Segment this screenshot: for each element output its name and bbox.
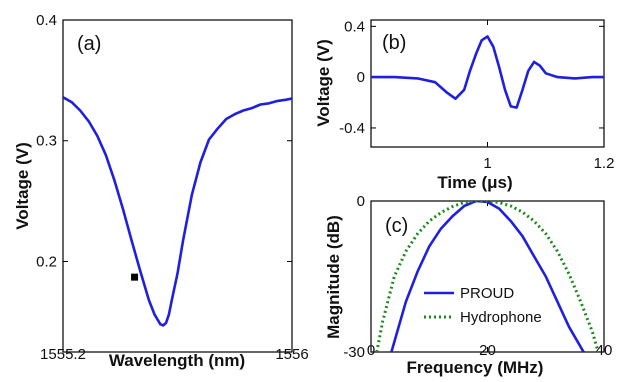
series-line — [371, 35, 604, 109]
x-tick-label: 1556 — [275, 346, 308, 363]
panel-b: 1 1.2 0.4 0 -0.4 Time (μs) Voltage (V) (b) — [314, 18, 614, 192]
legend-label: PROUD — [460, 285, 514, 302]
plot-frame — [62, 19, 293, 353]
y-tick-label: 0 — [357, 193, 365, 210]
x-tick-label: 1.2 — [594, 155, 615, 172]
series-line-proud — [390, 201, 585, 352]
x-axis-title: Time (μs) — [437, 173, 512, 192]
x-tick-label: 1 — [483, 155, 491, 172]
legend: PROUD Hydrophone — [424, 285, 542, 326]
y-axis-title: Magnitude (dB) — [324, 215, 343, 339]
y-tick-label: -30 — [343, 344, 365, 361]
y-tick-label: 0 — [357, 69, 365, 86]
y-tick-label: 0.2 — [36, 253, 57, 270]
panel-label: (a) — [77, 33, 101, 55]
series-line-hydrophone — [375, 201, 600, 352]
x-tick-label: 1555.2 — [40, 346, 86, 363]
x-tick-label: 0 — [367, 342, 375, 359]
x-axis-title: Wavelength (nm) — [109, 351, 245, 370]
data-marker — [131, 273, 139, 281]
panel-label: (c) — [385, 215, 408, 237]
y-tick-label: 0.3 — [36, 133, 57, 150]
y-tick-label: 0.4 — [344, 18, 365, 35]
legend-label: Hydrophone — [460, 309, 542, 326]
x-axis-title: Frequency (MHz) — [407, 358, 544, 377]
x-tick-label: 40 — [596, 342, 613, 359]
y-axis-title: Voltage (V) — [314, 39, 333, 127]
y-axis-title: Voltage (V) — [13, 142, 32, 230]
panel-label: (b) — [382, 32, 406, 54]
x-tick-label: 20 — [479, 342, 496, 359]
series-line — [63, 96, 292, 327]
y-tick-label: -0.4 — [339, 120, 365, 137]
panel-a: 1555.2 1556 0.2 0.3 0.4 Wavelength (nm) Voltag… — [13, 12, 309, 370]
y-tick-label: 0.4 — [36, 12, 57, 29]
